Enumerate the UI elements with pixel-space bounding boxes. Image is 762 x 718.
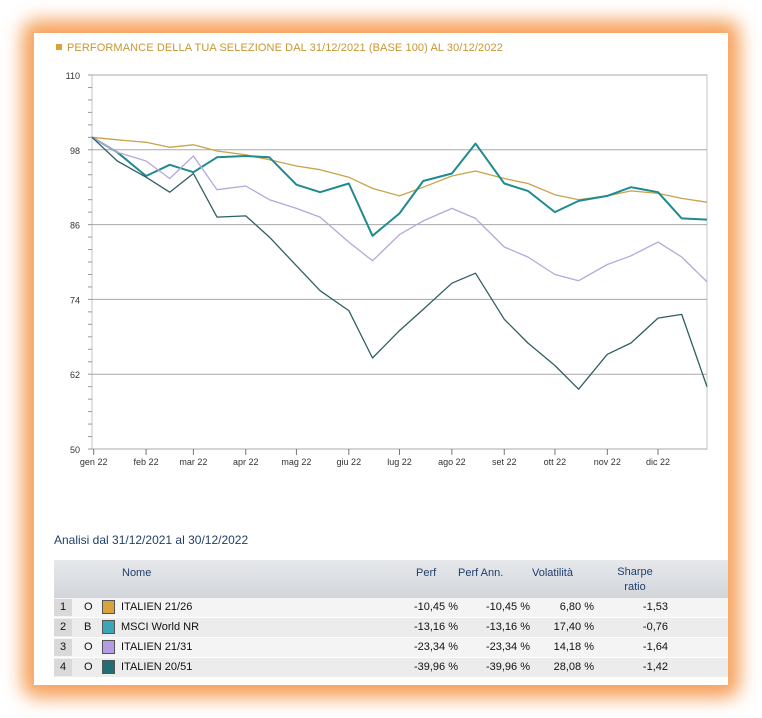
x-tick-label: dic 22 xyxy=(646,457,670,467)
x-tick-label: nov 22 xyxy=(594,457,621,467)
row-name: ITALIEN 20/51 xyxy=(121,661,193,673)
row-perf: -13,16 % xyxy=(413,621,458,633)
x-tick-label: gen 22 xyxy=(80,457,108,467)
column-header-name: Nome xyxy=(122,567,152,579)
y-tick-label: 98 xyxy=(70,146,80,156)
x-tick-label: lug 22 xyxy=(387,457,412,467)
row-perf-ann: -23,34 % xyxy=(485,641,530,653)
row-name: MSCI World NR xyxy=(121,621,200,633)
row-volatility: 14,18 % xyxy=(553,641,594,653)
row-sharpe: -1,42 xyxy=(642,661,668,673)
column-header-perf: Perf xyxy=(416,567,437,579)
table-row: 2 B MSCI World NR -13,16 % -13,16 % 17,40 % -0… xyxy=(54,618,728,638)
table-row: 1 O ITALIEN 21/26 -10,45 % -10,45 % 6,80 % -1,… xyxy=(54,598,728,618)
row-volatility: 6,80 % xyxy=(559,601,594,613)
row-perf: -10,45 % xyxy=(413,601,458,613)
row-volatility: 17,40 % xyxy=(553,621,594,633)
x-tick-label: mar 22 xyxy=(179,457,207,467)
chart-title: PERFORMANCE DELLA TUA SELEZIONE DAL 31/1… xyxy=(56,42,503,54)
table-header: Nome Perf Perf Ann. Volatilità Sharpe ra… xyxy=(54,560,728,598)
x-tick-label: ott 22 xyxy=(544,457,567,467)
row-name: ITALIEN 21/26 xyxy=(121,601,193,613)
row-name: ITALIEN 21/31 xyxy=(121,641,193,653)
x-tick-label: giu 22 xyxy=(337,457,362,467)
column-header-perf-ann: Perf Ann. xyxy=(458,567,504,579)
row-perf-ann: -39,96 % xyxy=(485,661,530,673)
row-sharpe: -0,76 xyxy=(642,621,668,633)
performance-card: PERFORMANCE DELLA TUA SELEZIONE DAL 31/1… xyxy=(34,33,728,685)
row-perf-ann: -13,16 % xyxy=(485,621,530,633)
row-type: O xyxy=(84,641,93,653)
table-row: 4 O ITALIEN 20/51 -39,96 % -39,96 % 28,08 % -1… xyxy=(54,658,728,678)
x-tick-label: set 22 xyxy=(492,457,517,467)
analysis-table: Nome Perf Perf Ann. Volatilità Sharpe ra… xyxy=(54,560,728,678)
row-type: O xyxy=(84,661,93,673)
y-tick-label: 62 xyxy=(70,370,80,380)
row-perf-ann: -10,45 % xyxy=(485,601,530,613)
row-sharpe: -1,64 xyxy=(642,641,668,653)
x-tick-label: feb 22 xyxy=(134,457,159,467)
x-tick-label: apr 22 xyxy=(233,457,259,467)
x-tick-label: mag 22 xyxy=(281,457,311,467)
y-tick-label: 74 xyxy=(70,295,80,305)
row-number: 2 xyxy=(54,619,72,636)
title-square-icon xyxy=(56,44,62,50)
series-color-swatch xyxy=(102,640,115,654)
row-number: 3 xyxy=(54,639,72,656)
row-type: B xyxy=(84,621,92,633)
row-number: 1 xyxy=(54,599,72,616)
row-type: O xyxy=(84,601,93,613)
table-body: 1 O ITALIEN 21/26 -10,45 % -10,45 % 6,80 % -1,… xyxy=(54,598,728,678)
row-perf: -23,34 % xyxy=(413,641,458,653)
row-perf: -39,96 % xyxy=(413,661,458,673)
series-color-swatch xyxy=(102,660,115,674)
row-volatility: 28,08 % xyxy=(553,661,594,673)
series-color-swatch xyxy=(102,620,115,634)
table-row: 3 O ITALIEN 21/31 -23,34 % -23,34 % 14,18 % -1… xyxy=(54,638,728,658)
performance-chart: 50 62 74 86 98 110 gen 22 feb 22 mar 22 apr 22 mag… xyxy=(66,71,708,467)
x-tick-label: ago 22 xyxy=(438,457,466,467)
plot-area xyxy=(91,74,708,450)
series-line-2 xyxy=(91,136,708,237)
y-tick-label: 50 xyxy=(70,445,80,455)
chart-title-text: PERFORMANCE DELLA TUA SELEZIONE DAL 31/1… xyxy=(67,42,503,54)
series-line-4 xyxy=(91,136,708,390)
y-tick-label: 110 xyxy=(66,71,80,81)
column-header-sharpe: Sharpe ratio xyxy=(617,566,653,593)
y-tick-label: 86 xyxy=(70,221,80,231)
analysis-title: Analisi dal 31/12/2021 al 30/12/2022 xyxy=(54,533,249,547)
column-header-volatility: Volatilità xyxy=(532,567,573,579)
row-sharpe: -1,53 xyxy=(642,601,668,613)
series-line-3 xyxy=(91,136,708,283)
row-number: 4 xyxy=(54,659,72,676)
series-color-swatch xyxy=(102,600,115,614)
